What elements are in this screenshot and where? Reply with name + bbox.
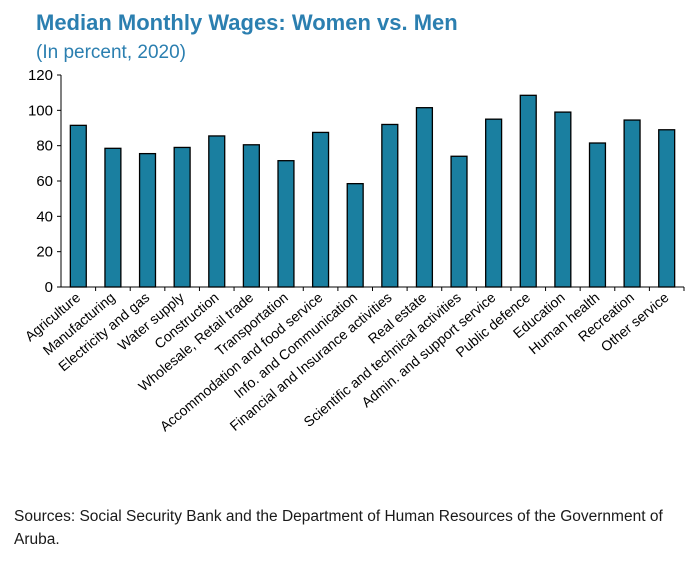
bar [242, 144, 260, 288]
y-tick-label: 120 [28, 67, 53, 84]
bar [381, 123, 399, 288]
bar [450, 155, 468, 288]
y-tick-label: 100 [28, 102, 53, 119]
bar [69, 124, 87, 288]
bar [346, 182, 364, 288]
bar [658, 129, 676, 288]
chart-axes: 0 20 40 60 80 100 120 [28, 67, 685, 296]
bar [588, 142, 607, 288]
bar [173, 146, 191, 288]
bar [208, 135, 226, 288]
bar [415, 107, 434, 288]
bar [138, 152, 157, 288]
y-tick-label: 20 [36, 244, 53, 261]
bar [277, 160, 295, 288]
bar [623, 119, 641, 288]
bar [311, 131, 330, 288]
y-tick-label: 80 [36, 138, 53, 155]
chart-title: Median Monthly Wages: Women vs. Men [36, 10, 458, 35]
chart-subtitle: (In percent, 2020) [36, 42, 186, 63]
chart-bars [69, 94, 676, 288]
y-tick-label: 40 [36, 208, 53, 225]
bar [485, 118, 503, 288]
y-tick-label: 60 [36, 173, 53, 190]
bar [519, 94, 537, 288]
bar [554, 111, 572, 288]
source-note: Sources: Social Security Bank and the De… [14, 508, 663, 548]
bar [104, 147, 122, 288]
y-tick-label: 0 [45, 279, 53, 296]
bar-chart: 0 20 40 60 80 100 120 AgricultureManufacturing… [22, 67, 685, 434]
